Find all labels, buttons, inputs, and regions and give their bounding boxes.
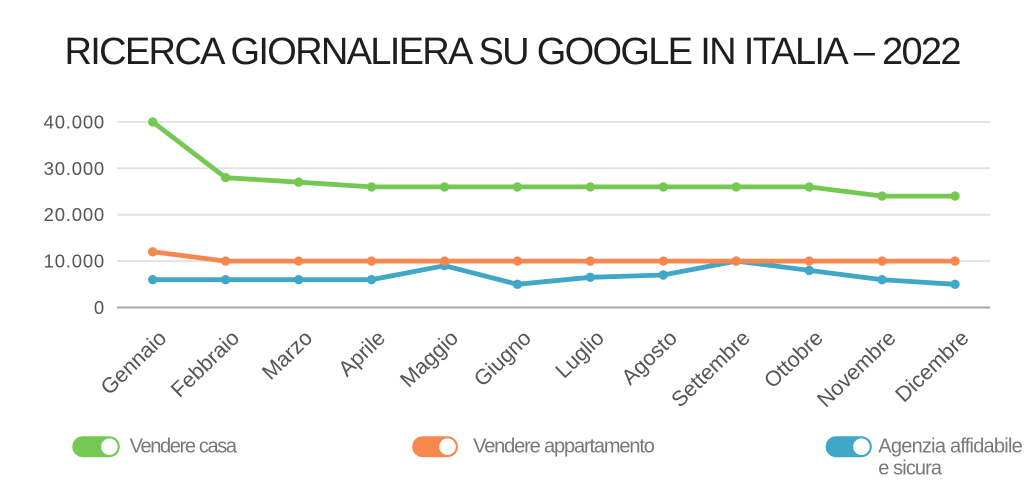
svg-text:20.000: 20.000 (44, 204, 105, 225)
svg-text:Agenzia affidabile: Agenzia affidabile (878, 435, 1022, 457)
svg-text:30.000: 30.000 (44, 158, 105, 179)
svg-text:Vendere appartamento: Vendere appartamento (473, 436, 655, 458)
svg-text:Vendere casa: Vendere casa (130, 436, 238, 458)
svg-text:e sicura: e sicura (878, 457, 943, 479)
svg-text:40.000: 40.000 (44, 111, 105, 132)
svg-text:10.000: 10.000 (44, 251, 105, 272)
svg-text:0: 0 (94, 297, 105, 318)
svg-text:RICERCA GIORNALIERA SU GOOGLE: RICERCA GIORNALIERA SU GOOGLE IN ITALIA … (65, 31, 962, 73)
